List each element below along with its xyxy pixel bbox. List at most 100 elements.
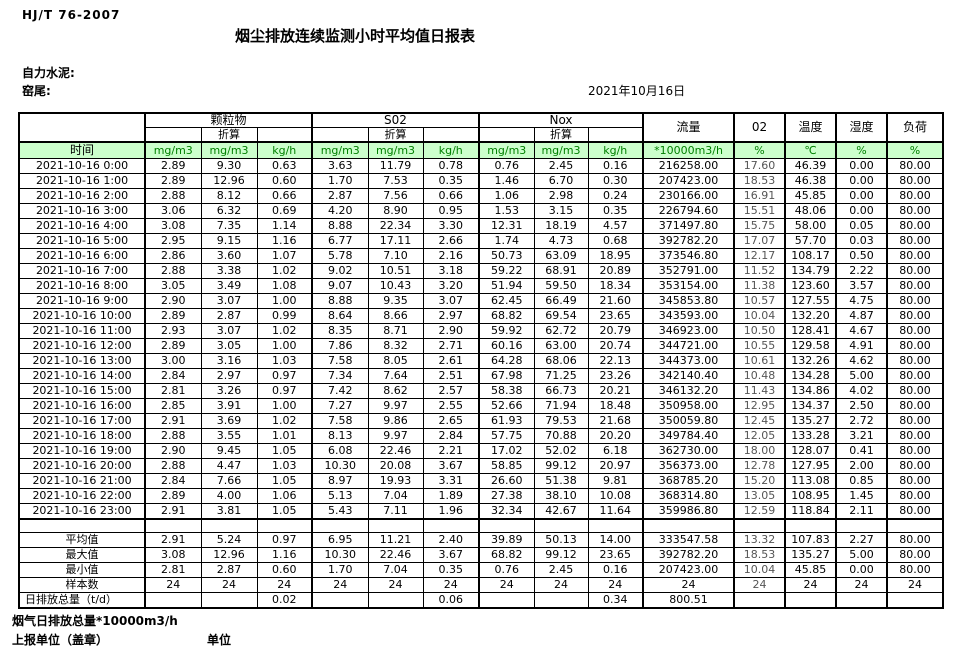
value-cell: 373546.80 [642,248,736,264]
value-cell: 80.00 [886,278,944,294]
col-temperature: 温度 [784,112,838,143]
summary-value-cell: 207423.00 [642,562,736,578]
value-cell: 10.30 [311,458,369,474]
subheader-row: 折算 折算 折算 [19,127,943,143]
value-cell: 23.26 [587,368,645,384]
value-cell: 3.08 [144,218,202,234]
group-particulate: 颗粒物 [144,112,313,128]
value-cell: 2.90 [144,293,202,309]
value-cell: 68.06 [533,353,589,369]
time-cell: 2021-10-16 1:00 [18,173,146,189]
data-row: 2021-10-16 17:00 2.91 3.69 1.02 7.58 9.86 2.65… [18,413,944,429]
summary-value-cell: 24 [784,577,838,593]
unit-nox-converted-mgm3: mg/m3 [533,141,589,159]
value-cell: 80.00 [886,248,944,264]
data-row: 2021-10-16 20:00 2.88 4.47 1.03 10.30 20.08 3.… [18,458,944,474]
value-cell: 12.59 [733,503,787,520]
value-cell: 68.82 [478,308,535,324]
value-cell: 9.07 [311,278,369,294]
value-cell: 7.27 [311,398,369,414]
value-cell: 3.60 [200,248,258,264]
value-cell: 12.96 [200,173,258,189]
value-cell: 1.07 [256,248,313,264]
value-cell: 2.51 [422,368,480,384]
value-cell: 2.89 [144,308,202,324]
value-cell: 7.58 [311,353,369,369]
value-cell: 0.97 [256,368,313,384]
spacer-cell [784,518,838,533]
col-load: 负荷 [886,112,944,143]
value-cell: 80.00 [886,503,944,520]
summary-value-cell [733,592,787,609]
value-cell: 12.05 [733,428,787,444]
value-cell: 2.55 [422,398,480,414]
value-cell: 8.66 [367,308,424,324]
value-cell: 356373.00 [642,458,736,474]
value-cell: 7.58 [311,413,369,429]
value-cell: 4.73 [533,233,589,249]
value-cell: 3.67 [422,458,480,474]
time-cell: 2021-10-16 7:00 [18,263,146,279]
value-cell: 0.76 [478,158,535,174]
value-cell: 17.07 [733,233,787,249]
summary-value-cell: 1.70 [311,562,369,578]
summary-value-cell: 0.02 [256,592,313,609]
time-cell: 2021-10-16 11:00 [18,323,146,339]
value-cell: 2.93 [144,323,202,339]
value-cell: 1.00 [256,293,313,309]
value-cell: 0.00 [835,203,889,219]
value-cell: 0.00 [835,173,889,189]
value-cell: 80.00 [886,443,944,459]
value-cell: 3.31 [422,473,480,489]
value-cell: 368314.80 [642,488,736,504]
value-cell: 80.00 [886,398,944,414]
value-cell: 80.00 [886,308,944,324]
value-cell: 5.78 [311,248,369,264]
data-row: 2021-10-16 15:00 2.81 3.26 0.97 7.42 8.62 2.57… [18,383,944,399]
summary-value-cell [200,592,258,609]
sub-empty [256,127,313,143]
unit-pm-kgh: kg/h [256,141,313,159]
value-cell: 7.53 [367,173,424,189]
summary-label-cell: 样本数 [18,577,146,593]
value-cell: 362730.00 [642,443,736,459]
value-cell: 4.67 [835,323,889,339]
value-cell: 3.07 [422,293,480,309]
value-cell: 9.45 [200,443,258,459]
value-cell: 10.51 [367,263,424,279]
value-cell: 48.06 [784,203,838,219]
group-nox: Nox [478,112,645,128]
value-cell: 343593.00 [642,308,736,324]
summary-body: 平均值 2.91 5.24 0.97 6.95 11.21 2.40 39.89 50.13 14… [18,532,944,609]
value-cell: 2.98 [533,188,589,204]
value-cell: 1.00 [256,398,313,414]
summary-value-cell: 2.45 [533,562,589,578]
summary-value-cell: 2.81 [144,562,202,578]
spacer-cell [533,518,589,533]
value-cell: 0.63 [256,158,313,174]
summary-value-cell: 392782.20 [642,547,736,563]
value-cell: 4.20 [311,203,369,219]
spacer-cell [144,518,202,533]
value-cell: 2.81 [144,383,202,399]
value-cell: 10.57 [733,293,787,309]
value-cell: 8.13 [311,428,369,444]
value-cell: 359986.80 [642,503,736,520]
value-cell: 8.90 [367,203,424,219]
value-cell: 9.97 [367,428,424,444]
value-cell: 1.46 [478,173,535,189]
summary-value-cell: 12.96 [200,547,258,563]
sub-empty [422,127,480,143]
data-row: 2021-10-16 4:00 3.08 7.35 1.14 8.88 22.34 3.30… [18,218,944,234]
value-cell: 4.00 [200,488,258,504]
value-cell: 9.02 [311,263,369,279]
value-cell: 63.00 [533,338,589,354]
value-cell: 7.04 [367,488,424,504]
value-cell: 0.66 [256,188,313,204]
value-cell: 5.43 [311,503,369,520]
value-cell: 59.22 [478,263,535,279]
value-cell: 57.70 [784,233,838,249]
value-cell: 52.02 [533,443,589,459]
spacer-cell [642,518,736,533]
value-cell: 0.68 [587,233,645,249]
